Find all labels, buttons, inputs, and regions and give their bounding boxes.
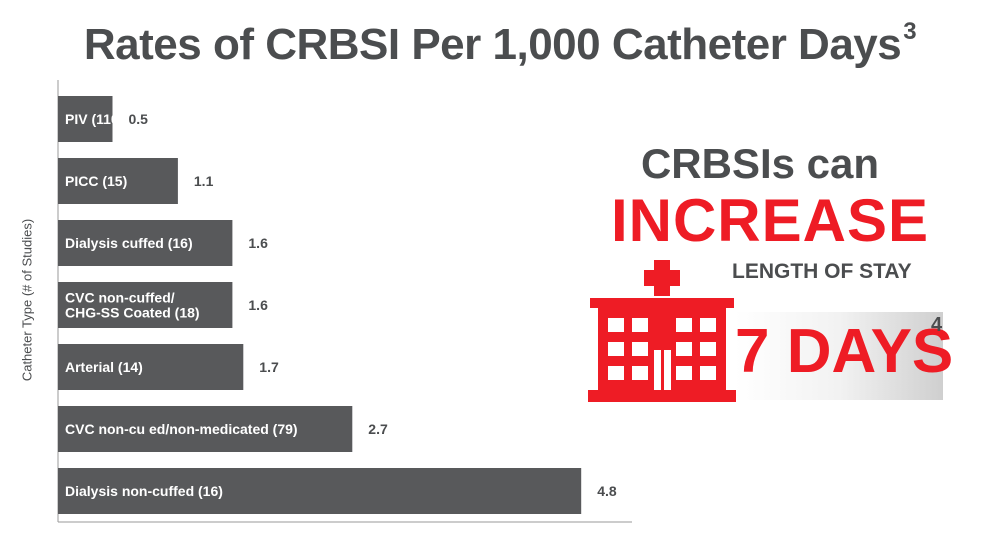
chart-title: Rates of CRBSI Per 1,000 Catheter Days3 [0,18,1000,70]
hospital-icon [588,260,736,402]
value-label: 1.6 [248,235,268,251]
promo-days-reference: 4 [931,314,943,336]
category-label: Arterial (14) [65,359,143,375]
promo-panel: CRBSIs can INCREASE LENGTH OF STAY 7 DAY… [580,140,960,410]
chart-title-reference: 3 [903,18,917,45]
category-label: CVC non-cuffed/CHG-SS Coated (18) [65,290,200,321]
value-label: 4.8 [597,483,617,499]
chart-title-text: Rates of CRBSI Per 1,000 Catheter Days [83,20,902,69]
category-label: CVC non-cu ed/non-medicated (79) [65,421,298,437]
promo-days: 7 DAYS [735,317,954,386]
value-label: 0.5 [129,111,149,127]
category-label: PICC (15) [65,173,127,189]
bar [58,282,233,328]
category-label: Dialysis non-cuffed (16) [65,483,223,499]
bar [58,158,178,204]
promo-line1: CRBSIs can [640,140,880,187]
bar [58,344,244,390]
bar [58,406,353,452]
category-label: Dialysis cuffed (16) [65,235,193,251]
value-label: 1.7 [259,359,279,375]
promo-days-box: 7 DAYS 4 [735,312,953,400]
value-label: 1.6 [248,297,268,313]
value-label: 1.1 [194,173,214,189]
bar [58,220,233,266]
bar-chart: PIV (110) 0.5 PICC (15) 1.1 Dialysis cuffed … [57,80,632,523]
category-label: PIV (110) [65,111,123,127]
bar [58,468,582,514]
bar [58,96,113,142]
promo-increase: INCREASE [610,187,930,254]
value-label: 2.7 [368,421,388,437]
promo-length-of-stay: LENGTH OF STAY [732,260,912,283]
